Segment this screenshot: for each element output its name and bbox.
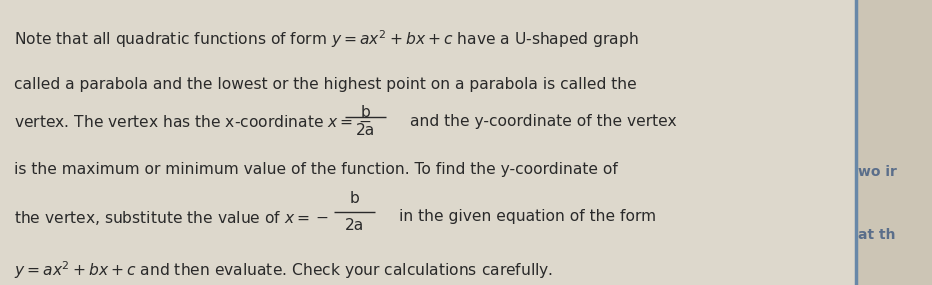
Text: 2a: 2a <box>345 218 363 233</box>
Text: wo ir: wo ir <box>858 165 898 179</box>
Text: called a parabola and the lowest or the highest point on a parabola is called th: called a parabola and the lowest or the … <box>14 77 637 92</box>
Text: the vertex, substitute the value of $x = -$: the vertex, substitute the value of $x =… <box>14 209 329 227</box>
Text: 2a: 2a <box>356 123 375 138</box>
Text: in the given equation of the form: in the given equation of the form <box>399 209 656 225</box>
Text: b: b <box>350 191 359 206</box>
Text: b: b <box>361 105 370 121</box>
FancyBboxPatch shape <box>856 0 932 285</box>
Text: Note that all quadratic functions of form $y = ax^2 + bx + c$ have a U-shaped gr: Note that all quadratic functions of for… <box>14 28 638 50</box>
Text: is the maximum or minimum value of the function. To find the y-coordinate of: is the maximum or minimum value of the f… <box>14 162 618 178</box>
Text: and the y-coordinate of the vertex: and the y-coordinate of the vertex <box>410 114 677 129</box>
Text: at th: at th <box>858 228 896 242</box>
Text: vertex. The vertex has the x-coordinate $x = -$: vertex. The vertex has the x-coordinate … <box>14 114 372 130</box>
Text: $y = ax^2 + bx + c$ and then evaluate. Check your calculations carefully.: $y = ax^2 + bx + c$ and then evaluate. C… <box>14 259 554 281</box>
